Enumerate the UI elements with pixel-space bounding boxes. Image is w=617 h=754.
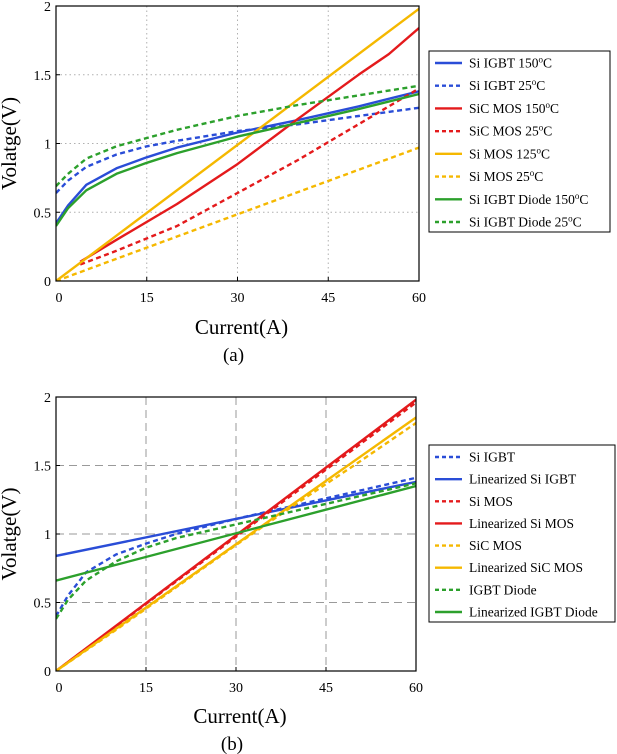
y-tick-label: 0.5 — [34, 597, 52, 612]
legend-entry: Linearized SiC MOS — [469, 560, 583, 575]
series-line-linearized-sic-mos — [56, 416, 416, 671]
y-tick-label: 0 — [44, 665, 51, 680]
x-axis-label: Current(A) — [195, 315, 288, 339]
series-line-si-igbt-diode-150oc — [56, 92, 419, 227]
series-line-linearized-si-mos — [56, 398, 416, 671]
y-tick-label: 1 — [44, 528, 51, 543]
legend-entry: Linearized Si MOS — [469, 516, 574, 531]
series-line-si-mos-125oc — [56, 7, 419, 281]
series-line-igbt-diode — [56, 482, 416, 620]
legend-entry: SiC MOS 150oC — [469, 100, 559, 116]
chart-panel-a: 0 15 30 45 60 0 0.5 1 1.5 2 Current(A) Volatge(V) (a… — [0, 0, 611, 366]
legend-entry: Si IGBT 25oC — [469, 77, 545, 93]
y-tick-label: 0.5 — [34, 206, 52, 221]
series-line-si-igbt-150oc — [56, 90, 419, 224]
x-tick-label: 0 — [56, 291, 63, 306]
legend-entry: SiC MOS 25oC — [469, 123, 552, 139]
y-tick-label: 1.5 — [34, 460, 52, 475]
legend: Si IGBT 150oC Si IGBT 25oC SiC MOS 150oC Si… — [428, 50, 611, 233]
panel-caption: (a) — [223, 345, 244, 366]
x-tick-label: 15 — [140, 291, 154, 306]
series-line-si-igbt-diode-25oc — [56, 84, 419, 187]
x-tick-label: 0 — [56, 681, 63, 696]
x-axis-label: Current(A) — [193, 704, 286, 728]
panel-caption: (b) — [221, 734, 243, 754]
series-line-si-mos-25oc — [56, 146, 419, 281]
legend-entry: Si IGBT 150oC — [469, 55, 552, 71]
legend-entry: SiC MOS — [469, 538, 522, 553]
legend-entry: Linearized Si IGBT — [469, 472, 577, 487]
series-line-sic-mos-25oc — [79, 87, 419, 266]
series-line-sic-mos-150oc — [79, 27, 419, 263]
x-tick-label: 30 — [231, 291, 245, 306]
legend-entry: Si IGBT — [469, 450, 516, 465]
legend-entry: Si MOS 25oC — [469, 168, 543, 184]
x-tick-label: 45 — [321, 291, 335, 306]
y-tick-label: 0 — [44, 275, 51, 290]
legend-entry: Linearized IGBT Diode — [469, 605, 598, 620]
x-tick-label: 15 — [139, 681, 153, 696]
legend-entry: Si IGBT Diode 150oC — [469, 191, 588, 207]
legend-entry: Si MOS — [469, 494, 513, 509]
legend-box — [428, 444, 616, 623]
chart-panel-b: 0 15 30 45 60 0 0.5 1 1.5 2 Current(A) Volatge(V) (b… — [0, 391, 616, 754]
y-axis-label: Volatge(V) — [0, 488, 21, 581]
series-line-linearized-igbt-diode — [56, 484, 416, 582]
series-line-linearized-si-igbt — [56, 480, 416, 558]
legend-entry: IGBT Diode — [469, 582, 537, 597]
y-tick-label: 2 — [44, 391, 51, 406]
x-tick-label: 60 — [412, 291, 426, 306]
legend-box — [428, 50, 611, 233]
y-tick-label: 1.5 — [34, 69, 52, 84]
y-axis-label: Volatge(V) — [0, 97, 21, 190]
series-line-si-igbt-25oc — [56, 106, 419, 194]
x-tick-label: 30 — [229, 681, 243, 696]
x-tick-label: 60 — [409, 681, 423, 696]
legend: Si IGBT Linearized Si IGBT Si MOS Linearize… — [428, 444, 616, 623]
legend-entry: Si MOS 125oC — [469, 145, 550, 161]
legend-entry: Si IGBT Diode 25oC — [469, 214, 582, 230]
x-tick-label: 45 — [319, 681, 333, 696]
y-tick-label: 2 — [44, 0, 51, 15]
y-tick-label: 1 — [44, 138, 51, 153]
series-line-si-igbt — [56, 476, 416, 617]
